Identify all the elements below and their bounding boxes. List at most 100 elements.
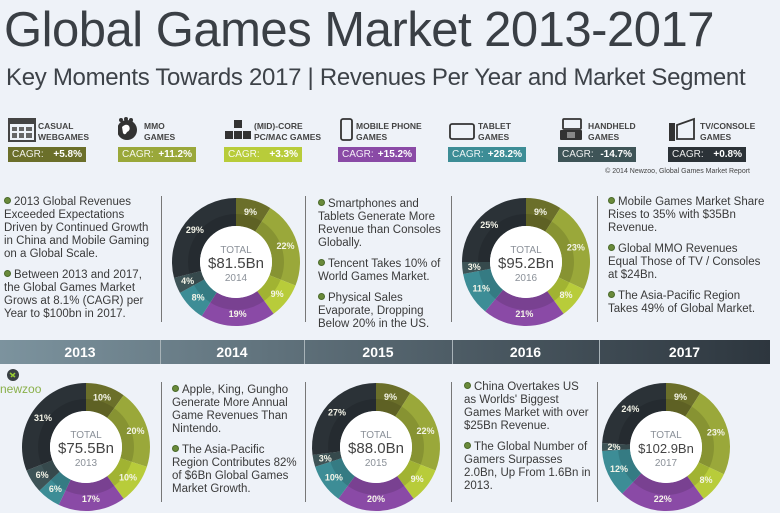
segment-label-line1: MOBILE PHONE xyxy=(356,121,422,131)
segment-label-line2: PC/MAC GAMES xyxy=(254,132,322,142)
donut-slice-inner-shade xyxy=(478,268,504,299)
donut-slice-inner-shade xyxy=(685,406,714,468)
slice-label: 9% xyxy=(244,207,257,217)
mobile-phone-icon xyxy=(340,118,353,141)
note: China Overtakes US as Worlds' Biggest Ga… xyxy=(464,381,589,432)
total-label: TOTAL xyxy=(220,245,252,256)
timeline-year: 2016 xyxy=(452,340,600,364)
bullet-icon xyxy=(318,293,325,300)
slice-label: 6% xyxy=(49,484,62,494)
slice-label: 10% xyxy=(93,393,111,403)
donut-slice xyxy=(107,395,150,467)
segment-label-line1: TV/CONSOLE xyxy=(700,121,756,131)
donut-slice xyxy=(107,458,147,499)
slice-label: 23% xyxy=(707,427,725,437)
donut-slice xyxy=(312,451,342,467)
slice-label: 4% xyxy=(181,276,194,286)
donut-slice xyxy=(547,277,584,314)
donut-slice-inner-shade xyxy=(526,214,552,232)
timeline-year: 2015 xyxy=(304,340,453,364)
total-label: TOTAL xyxy=(510,245,542,256)
donut-slice-inner-shade xyxy=(328,451,342,462)
page-subtitle: Key Moments Towards 2017 | Revenues Per … xyxy=(6,64,746,91)
donut-slice xyxy=(58,476,124,511)
segment-label-line2: WEBGAMES xyxy=(38,132,89,142)
bullet-icon xyxy=(4,270,11,277)
segment-label-line2: GAMES xyxy=(588,132,620,142)
cagr-value: +11.2% xyxy=(158,149,192,160)
donut-slice-inner-shade xyxy=(188,214,236,274)
cagr-badge: CAGR: +11.2% xyxy=(118,147,196,162)
donut-slice xyxy=(526,198,561,232)
cagr-value: +15.2% xyxy=(377,149,412,160)
note: 2013 Global Revenues Exceeded Expectatio… xyxy=(4,196,150,260)
segment-label-line2: GAMES xyxy=(478,132,510,142)
segment-label-line1: HANDHELD xyxy=(588,121,636,131)
donut-slice xyxy=(179,279,217,317)
timeline-year: 2014 xyxy=(160,340,305,364)
note: Global MMO Revenues Equal Those of TV / … xyxy=(608,243,761,281)
donut-slice-inner-shade xyxy=(376,399,402,417)
donut-slice-inner-shade xyxy=(107,458,132,486)
donut-slice xyxy=(397,460,436,499)
total-year: 2017 xyxy=(655,458,678,469)
cagr-label: CAGR: xyxy=(122,149,154,160)
donut-slice-inner-shade xyxy=(255,221,284,280)
total-label: TOTAL xyxy=(650,430,682,441)
note: Smartphones and Tablets Generate More Re… xyxy=(318,198,441,249)
donut-slice-inner-shade xyxy=(545,221,574,283)
slice-label: 20% xyxy=(367,494,385,504)
cagr-label: CAGR: xyxy=(452,149,484,160)
donut-slice xyxy=(86,383,124,418)
webgames-icon xyxy=(8,118,36,142)
slice-label: 2% xyxy=(607,442,620,452)
slice-label: 3% xyxy=(319,453,332,463)
total-year: 2014 xyxy=(225,273,248,284)
bullet-icon xyxy=(608,244,615,251)
slice-label: 11% xyxy=(472,283,490,293)
donut-slice xyxy=(312,383,376,456)
donut-slice xyxy=(376,383,411,417)
donut-slice-inner-shade xyxy=(65,476,115,495)
slice-label: 9% xyxy=(674,392,687,402)
slice-label: 23% xyxy=(567,242,585,252)
donut-slice xyxy=(462,262,491,274)
donut-slice-inner-shade xyxy=(107,408,134,462)
cagr-value: +0.8% xyxy=(713,149,742,160)
cagr-value: +28.2% xyxy=(487,149,522,160)
notes-top-right: Mobile Games Market Share Rises to 35% w… xyxy=(608,196,768,324)
donut-slice-inner-shade xyxy=(547,277,570,301)
donut-slice xyxy=(172,198,236,278)
donut-slice-inner-shade xyxy=(37,399,86,465)
donut-slice xyxy=(462,198,526,262)
divider xyxy=(597,196,598,322)
globe-crowd-icon xyxy=(118,117,137,140)
donut-slice-inner-shade xyxy=(328,399,376,454)
slice-label: 9% xyxy=(271,289,284,299)
cagr-badge: CAGR: +28.2% xyxy=(448,147,526,162)
slice-label: 19% xyxy=(229,309,247,319)
handheld-icon xyxy=(560,118,582,140)
donut-slice-inner-shade xyxy=(51,471,71,491)
donut-slice-inner-shade xyxy=(330,458,355,486)
donut-slice xyxy=(485,289,564,326)
donut-slice-inner-shade xyxy=(189,270,205,286)
donut-hole xyxy=(340,411,412,483)
note: Physical Sales Evaporate, Dropping Below… xyxy=(318,292,430,330)
divider xyxy=(451,196,452,322)
bullet-icon xyxy=(172,445,179,452)
tv-console-icon xyxy=(669,117,695,141)
total-value: $88.0Bn xyxy=(348,440,404,457)
donut-slice xyxy=(687,462,724,499)
note: Apple, King, Gungho Generate More Annual… xyxy=(172,384,289,435)
donut-slice-inner-shade xyxy=(618,449,642,482)
donut-hole xyxy=(630,411,702,483)
segment-label-line1: TABLET xyxy=(478,121,511,131)
donut-slice-inner-shade xyxy=(257,275,281,301)
divider xyxy=(305,196,306,322)
bullet-icon xyxy=(608,197,615,204)
donut-slice xyxy=(395,392,440,471)
page-title: Global Games Market 2013-2017 xyxy=(4,3,715,57)
donut-slice-inner-shade xyxy=(193,279,217,303)
donut-slice xyxy=(338,476,414,511)
